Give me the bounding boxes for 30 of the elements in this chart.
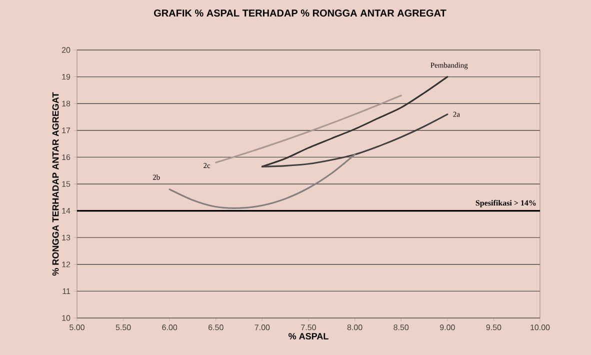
y-axis-title: % RONGGA TERHADAP ANTAR AGREGAT — [52, 92, 59, 276]
y-tick-label: 12 — [62, 262, 70, 268]
y-tick-label: 10 — [62, 315, 70, 321]
y-tick-label: 18 — [62, 100, 70, 106]
line-series — [261, 114, 448, 168]
x-tick-label: 6.00 — [162, 324, 178, 330]
line-series — [168, 154, 356, 209]
ref-line-label: Spesifikasi > 14% — [476, 200, 536, 208]
y-tick-label: 17 — [62, 128, 70, 134]
x-tick-label: 5.00 — [70, 324, 84, 330]
y-tick-label: 15 — [62, 181, 70, 187]
x-tick-label: 7.00 — [254, 324, 270, 330]
y-tick-label: 16 — [62, 154, 70, 160]
line-series — [215, 94, 402, 164]
x-tick-label: 5.50 — [116, 324, 131, 330]
chart-title: GRAFIK % ASPAL TERHADAP % RONGGA ANTAR AGREGAT — [154, 10, 446, 17]
y-tick-label: 14 — [62, 208, 70, 214]
line-series — [261, 76, 448, 168]
x-tick-label: 10.00 — [530, 324, 550, 330]
x-tick-label: 8.00 — [347, 324, 362, 330]
x-tick-label: 6.50 — [208, 324, 224, 330]
x-tick-label: 9.00 — [440, 324, 455, 330]
x-axis-title: % ASPAL — [288, 333, 328, 340]
y-tick-label: 20 — [62, 47, 70, 53]
x-tick-label: 7.50 — [301, 324, 316, 330]
x-tick-label: 8.50 — [394, 324, 409, 330]
x-tick-label: 9.50 — [486, 324, 502, 330]
y-tick-label: 13 — [62, 234, 70, 240]
y-tick-label: 19 — [62, 74, 70, 80]
y-tick-label: 11 — [62, 288, 70, 294]
